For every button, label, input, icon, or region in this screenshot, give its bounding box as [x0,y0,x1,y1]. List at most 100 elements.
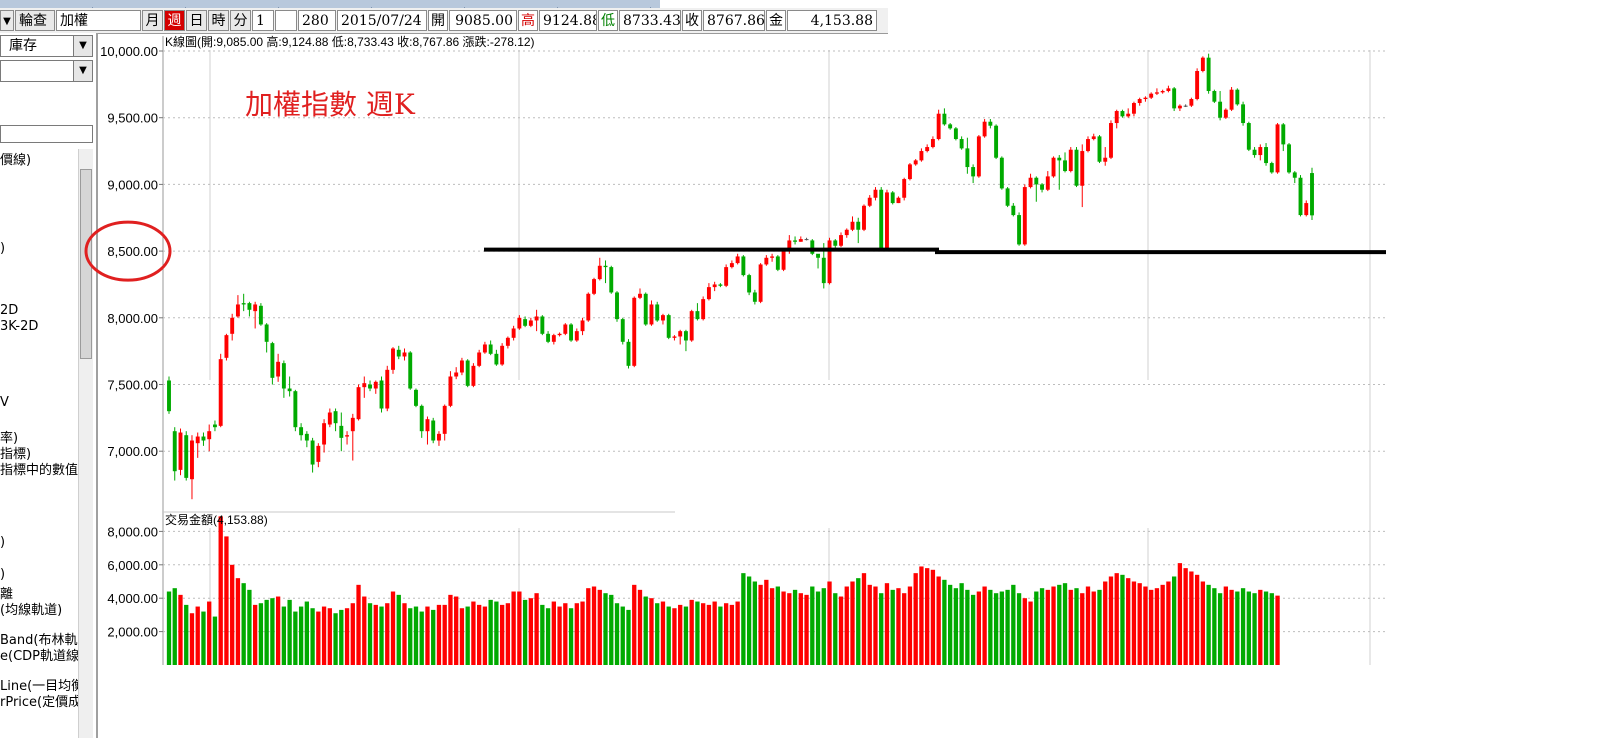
volume-bar [781,591,786,665]
indicator-list-item[interactable]: 指標) [0,447,32,462]
volume-bar [253,604,258,665]
indicator-list-item[interactable]: 指標中的數值) [0,463,78,478]
indicator-list-item[interactable]: 離 [0,587,14,602]
indicator-list-item[interactable]: 價線) [0,153,32,168]
candle-body [385,369,390,409]
period-month-button[interactable]: 月 [142,10,163,31]
candle-body [798,239,803,242]
candle-body [362,383,367,388]
candle-body [718,284,723,286]
volume-bar [1103,581,1108,665]
indicator-list-item[interactable]: rPrice(定價成 [0,695,78,710]
period-minute-button[interactable]: 分 [230,10,251,31]
candle-body [1103,157,1108,162]
indicator-list-item[interactable]: 2D [0,303,19,318]
candle-body [844,229,849,236]
volume-bar [551,601,556,665]
volume-bar [1258,589,1263,665]
volume-bar [425,606,430,665]
candle-body [253,304,258,312]
indicator-list-item[interactable]: ) [0,241,6,256]
indicator-list-item[interactable]: Line(一目均衡 [0,679,78,694]
candle-body [1275,124,1280,173]
volume-bar [390,591,396,665]
volume-bar [787,593,792,665]
volume-bar [689,599,694,665]
candle-body [482,344,487,353]
volume-bar [856,578,861,665]
volume-bar [505,603,511,665]
close-label: 收 [682,10,702,31]
indicator-list-item[interactable]: e(CDP軌道線) [0,649,78,664]
candle-body [787,240,792,252]
indicator-search-input[interactable] [0,125,93,143]
chevron-down-icon[interactable]: ▼ [73,36,92,56]
volume-bar [1240,588,1246,665]
volume-bar [810,586,815,665]
volume-bar [942,579,947,665]
volume-bar [666,606,671,665]
period-week-button[interactable]: 週 [164,10,185,31]
candle-body [850,221,855,230]
volume-bar [1149,589,1154,665]
indicator-list-item[interactable]: V [0,395,9,410]
quote-toolbar: ▼ 輪查 加權 月 週 日 時 分 1 280 2015/07/24 開 908… [0,8,888,34]
candle-body [793,240,798,242]
bars-field[interactable]: 280 [298,10,336,31]
candle-body [419,405,424,432]
indicator-list-item[interactable]: Band(布林軌道 [0,633,78,648]
candle-body [804,239,809,241]
candle-body [1304,203,1309,216]
period-hour-button[interactable]: 時 [208,10,229,31]
volume-bar [815,591,821,665]
candle-body [942,113,947,125]
dropdown-arrow-icon[interactable]: ▼ [0,10,14,31]
period-day-button[interactable]: 日 [186,10,207,31]
indicator-list-item[interactable]: ) [0,567,6,582]
indicator-list-item[interactable]: 3K-2D [0,319,39,334]
candle-body [224,335,229,358]
volume-bar [907,586,913,665]
indicator-list-item[interactable]: ) [0,535,6,550]
volume-bar [626,609,631,665]
indicator-list-item[interactable]: 率) [0,431,19,446]
volume-bar [367,603,373,665]
candle-body [695,311,700,320]
candle-body [885,192,889,250]
candle-body [195,436,200,444]
count-field[interactable]: 1 [252,10,274,31]
indicator-list-item[interactable]: (均線軌道) [0,603,63,618]
candle-body [241,303,246,305]
volume-bar [413,606,419,665]
volume-tick-label: 4,000.00 [107,591,158,606]
candle-body [661,315,665,321]
candle-body [563,324,568,334]
candle-body [1028,177,1033,188]
candle-body [821,257,826,284]
candle-body [201,436,206,441]
menu-button[interactable]: 輪查 [15,10,55,31]
portfolio-select[interactable]: 庫存 ▼ [0,35,93,57]
price-panel-header: K線圖(開:9,085.00 高:9,124.88 低:8,733.43 收:8… [165,34,535,49]
blank-field[interactable] [275,10,297,31]
candle-body [534,316,539,321]
candle-body [925,147,930,152]
volume-bar [804,594,809,665]
indicator-scrollbar[interactable] [78,149,93,738]
chevron-down-icon[interactable]: ▼ [73,61,92,81]
candle-body [528,320,533,326]
volume-bar [867,584,872,665]
volume-bar [1068,589,1073,665]
candle-body [833,240,838,246]
group-select[interactable]: ▼ [0,60,93,82]
volume-bar [1120,574,1125,665]
candle-body [948,124,953,129]
volume-bar [844,586,849,665]
date-field[interactable]: 2015/07/24 [337,10,427,31]
volume-bar [1166,581,1171,665]
y-tick-label: 8,500.00 [107,244,158,259]
candle-body [592,279,596,294]
symbol-field[interactable]: 加權 [56,10,141,31]
candle-body [1154,92,1159,94]
candle-body [724,267,729,286]
